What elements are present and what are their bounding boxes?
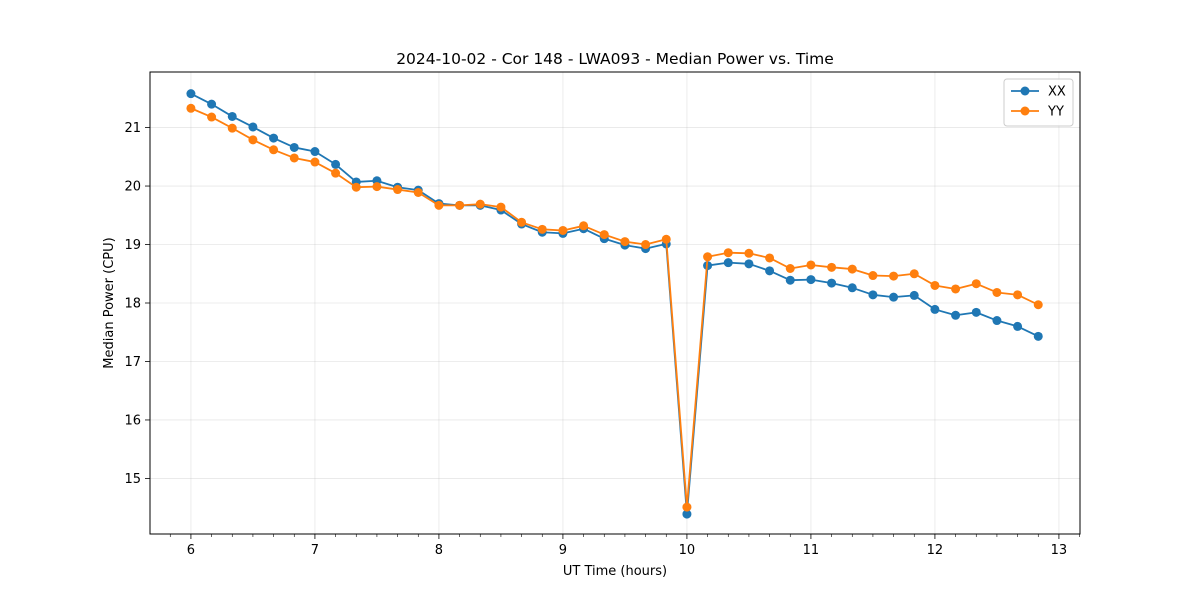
data-point-xx xyxy=(269,133,279,143)
data-point-yy xyxy=(785,263,795,273)
legend: XX YY xyxy=(1003,78,1074,127)
data-point-xx xyxy=(868,290,878,300)
data-point-yy xyxy=(413,187,423,197)
y-tick-label: 21 xyxy=(124,121,141,136)
chart-title: 2024-10-02 - Cor 148 - LWA093 - Median P… xyxy=(396,50,834,68)
data-point-yy xyxy=(269,145,279,155)
data-point-xx xyxy=(310,147,320,157)
data-point-yy xyxy=(517,217,527,227)
data-point-yy xyxy=(682,502,692,512)
data-point-yy xyxy=(1033,300,1043,310)
data-point-yy xyxy=(765,253,775,263)
data-point-yy xyxy=(599,230,609,240)
x-axis-label: UT Time (hours) xyxy=(563,564,667,579)
y-tick-label: 17 xyxy=(124,355,141,370)
data-point-yy xyxy=(868,271,878,281)
y-tick-label: 15 xyxy=(124,472,141,487)
data-point-xx xyxy=(1033,331,1043,341)
data-point-xx xyxy=(744,259,754,269)
data-point-yy xyxy=(207,112,217,122)
data-point-yy xyxy=(248,135,258,145)
data-point-yy xyxy=(496,202,506,212)
ticks: 6 7 8 9 10 11 12 13 15 16 17 18 19 20 21 xyxy=(124,121,1080,558)
x-tick-label: 13 xyxy=(1051,543,1068,558)
data-point-yy xyxy=(186,103,196,113)
data-point-yy xyxy=(372,182,382,192)
data-point-xx xyxy=(1013,321,1023,331)
data-point-yy xyxy=(1013,290,1023,300)
data-point-yy xyxy=(620,237,630,247)
data-point-yy xyxy=(289,153,299,163)
data-point-xx xyxy=(331,159,341,169)
y-tick-label: 20 xyxy=(124,180,141,195)
x-tick-label: 10 xyxy=(679,543,696,558)
data-point-yy xyxy=(992,287,1002,297)
data-point-xx xyxy=(186,89,196,99)
legend-marker-xx xyxy=(1020,86,1030,96)
data-point-yy xyxy=(558,225,568,235)
y-tick-label: 16 xyxy=(124,413,141,428)
data-point-xx xyxy=(951,310,961,320)
data-point-yy xyxy=(847,264,857,274)
y-axis-label: Median Power (CPU) xyxy=(102,237,117,368)
data-point-yy xyxy=(971,279,981,289)
data-point-yy xyxy=(310,157,320,167)
data-point-yy xyxy=(703,252,713,262)
series-layer xyxy=(186,89,1043,519)
legend-label-xx: XX xyxy=(1048,85,1066,100)
data-point-yy xyxy=(227,123,237,133)
data-point-xx xyxy=(847,283,857,293)
x-tick-label: 12 xyxy=(927,543,944,558)
data-point-yy xyxy=(331,168,341,178)
data-point-yy xyxy=(909,269,919,279)
data-point-yy xyxy=(455,200,465,210)
data-point-yy xyxy=(434,200,444,210)
data-point-yy xyxy=(661,234,671,244)
data-point-xx xyxy=(889,292,899,302)
data-point-yy xyxy=(537,224,547,234)
data-point-yy xyxy=(641,240,651,250)
data-point-xx xyxy=(930,304,940,314)
data-point-xx xyxy=(765,266,775,276)
data-point-yy xyxy=(579,221,589,231)
data-point-xx xyxy=(723,258,733,268)
data-point-yy xyxy=(475,199,485,209)
data-point-xx xyxy=(909,290,919,300)
y-tick-label: 18 xyxy=(124,297,141,312)
grid xyxy=(150,72,1080,534)
data-point-yy xyxy=(889,271,899,281)
x-tick-label: 6 xyxy=(187,543,195,558)
data-point-yy xyxy=(806,260,816,270)
data-point-xx xyxy=(248,122,258,132)
legend-marker-yy xyxy=(1020,106,1030,116)
x-tick-label: 7 xyxy=(311,543,319,558)
data-point-yy xyxy=(723,248,733,258)
y-tick-label: 19 xyxy=(124,238,141,253)
data-point-xx xyxy=(827,278,837,288)
data-point-xx xyxy=(207,99,217,109)
data-point-xx xyxy=(785,275,795,285)
data-point-xx xyxy=(289,142,299,152)
data-point-xx xyxy=(227,111,237,121)
data-point-yy xyxy=(393,185,403,195)
data-point-xx xyxy=(971,307,981,317)
data-point-yy xyxy=(827,262,837,272)
x-tick-label: 8 xyxy=(435,543,443,558)
data-point-xx xyxy=(992,316,1002,326)
data-point-xx xyxy=(682,509,692,519)
legend-label-yy: YY xyxy=(1047,105,1064,120)
data-point-yy xyxy=(351,182,361,192)
x-tick-label: 11 xyxy=(803,543,820,558)
data-point-xx xyxy=(806,275,816,285)
x-tick-label: 9 xyxy=(559,543,567,558)
data-point-yy xyxy=(930,280,940,290)
data-point-yy xyxy=(744,248,754,258)
data-point-yy xyxy=(951,284,961,294)
